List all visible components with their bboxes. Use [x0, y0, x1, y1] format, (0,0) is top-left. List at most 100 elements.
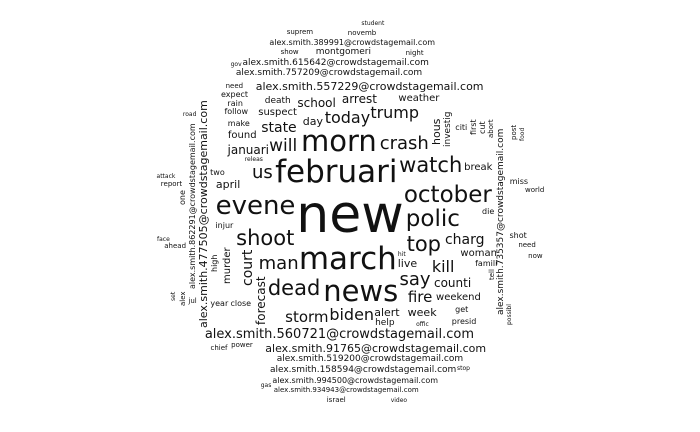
cloud-word: need [518, 241, 536, 250]
cloud-word: biden [329, 305, 375, 325]
cloud-word: gov [230, 60, 242, 68]
cloud-word: offic [416, 320, 429, 328]
cloud-word: chief [210, 343, 228, 352]
cloud-word: dead [267, 275, 321, 300]
cloud-word: watch [399, 153, 463, 178]
cloud-word: student [361, 20, 385, 28]
cloud-word: man [258, 253, 299, 275]
cloud-word: investig [443, 111, 454, 148]
cloud-word: israel [326, 395, 346, 404]
cloud-word: road [182, 111, 197, 119]
cloud-word: day [302, 115, 323, 128]
cloud-word: report [160, 180, 183, 189]
cloud-word: attack [156, 173, 176, 181]
cloud-word: march [298, 240, 397, 277]
cloud-word: need [225, 82, 244, 91]
cloud-word: show [280, 48, 299, 57]
cloud-word: get [455, 304, 469, 314]
cloud-word: hit [397, 250, 406, 258]
cloud-word: alex.smith.735357@crowdstagemail.com [496, 128, 507, 315]
cloud-word: alex [178, 291, 187, 307]
cloud-word: one [178, 190, 188, 206]
cloud-word: alex.smith.994500@crowdstagemail.com [272, 375, 439, 385]
cloud-word: say [399, 268, 431, 290]
cloud-word: first [469, 119, 479, 136]
cloud-word: stop [457, 365, 470, 373]
cloud-word: februari [275, 154, 398, 191]
cloud-word: morn [300, 124, 377, 159]
cloud-word: suspect [258, 107, 297, 119]
cloud-word: death [264, 95, 291, 106]
cloud-word: abort [487, 119, 496, 138]
cloud-word: weather [398, 92, 440, 104]
cloud-word: close [230, 298, 252, 308]
cloud-word: alex.smith.934943@crowdstagemail.com [273, 386, 419, 395]
cloud-word: court [239, 249, 256, 286]
cloud-word: today [324, 108, 371, 128]
cloud-word: kill [431, 256, 455, 276]
cloud-word: shoot [236, 225, 295, 250]
cloud-word: shot [509, 230, 527, 240]
cloud-word: alert [374, 305, 400, 319]
cloud-word: woman [460, 248, 497, 260]
cloud-word: suprem [286, 28, 314, 37]
cloud-word: rain [227, 98, 243, 108]
cloud-word: live [397, 257, 418, 271]
cloud-word: alex.smith.158594@crowdstagemail.com [269, 364, 457, 375]
cloud-word: power [231, 341, 253, 350]
cloud-word: video [390, 397, 408, 405]
cloud-word: alex.smith.557229@crowdstagemail.com [255, 80, 484, 94]
cloud-word: polic [405, 206, 460, 233]
cloud-word: state [261, 120, 297, 137]
cloud-word: novemb [347, 28, 377, 37]
cloud-word: hous [430, 118, 444, 146]
cloud-word: school [297, 96, 336, 111]
cloud-word: trump [370, 103, 420, 123]
cloud-word: famili [475, 259, 498, 269]
cloud-word: cut [477, 121, 487, 135]
cloud-word: top [406, 231, 442, 256]
cloud-word: october [403, 182, 492, 209]
cloud-word: releas [244, 156, 263, 164]
cloud-word: jul [188, 296, 197, 305]
cloud-word: alex.smith.91765@crowdstagemail.com [265, 342, 487, 356]
cloud-word: charg [444, 232, 485, 249]
cloud-word: gas [260, 382, 272, 390]
cloud-word: alex.smith.477505@crowdstagemail.com [196, 100, 210, 328]
cloud-word: murder [221, 247, 233, 284]
cloud-word: miss [509, 176, 529, 186]
cloud-word: expect [221, 90, 249, 100]
cloud-word: presid [451, 316, 477, 326]
cloud-word: found [227, 129, 257, 141]
cloud-word: world [525, 186, 545, 195]
cloud-word: weekend [436, 291, 481, 303]
cloud-word: high [210, 254, 220, 272]
cloud-word: counti [433, 276, 472, 291]
cloud-word: alex.smith.757209@crowdstagemail.com [235, 68, 423, 79]
cloud-word: us [251, 161, 273, 183]
cloud-word: two [210, 167, 225, 177]
cloud-word: new [296, 185, 404, 246]
cloud-word: alex.smith.389991@crowdstagemail.com [269, 37, 436, 47]
cloud-word: montgomeri [315, 47, 371, 58]
cloud-word: year [210, 299, 229, 309]
cloud-word: now [528, 251, 543, 260]
cloud-word: die [482, 207, 495, 217]
cloud-word: citi [455, 122, 468, 132]
cloud-word: crash [379, 133, 429, 155]
cloud-word: break [464, 161, 493, 173]
cloud-word: tell [488, 269, 497, 280]
cloud-word: alex.smith.862291@crowdstagemail.com [187, 123, 197, 290]
cloud-word: follow [224, 107, 249, 117]
cloud-word: storm [285, 307, 329, 326]
cloud-word: will [269, 136, 298, 157]
cloud-word: alex.smith.560721@crowdstagemail.com [204, 326, 475, 342]
cloud-word: alex.smith.615642@crowdstagemail.com [242, 57, 429, 68]
cloud-word: fire [407, 288, 433, 307]
cloud-word: week [407, 306, 437, 320]
cloud-word: possibl [505, 303, 513, 325]
cloud-word: arrest [341, 91, 377, 106]
cloud-word: alex.smith.519200@crowdstagemail.com [276, 354, 464, 365]
cloud-word: april [215, 178, 241, 192]
